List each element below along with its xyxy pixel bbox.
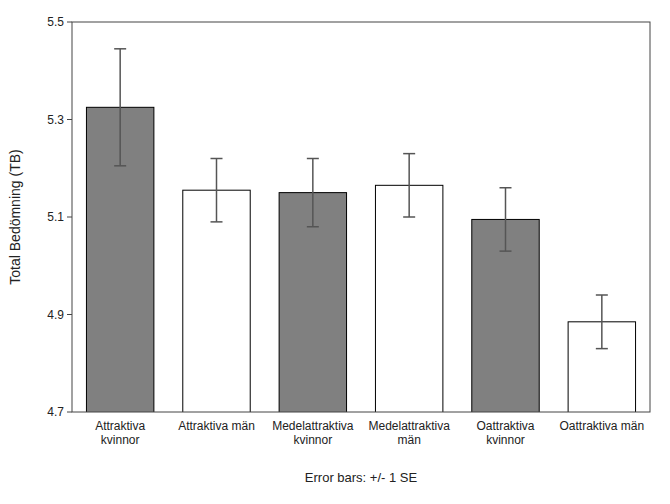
error-line	[505, 188, 507, 251]
x-tick-label-line: kvinnor	[101, 433, 140, 447]
bar	[183, 190, 250, 412]
y-tick-label: 5.1	[47, 210, 64, 224]
error-bar	[307, 159, 319, 227]
y-tick	[67, 314, 72, 315]
x-tick-label-line: Medelattraktiva	[368, 419, 450, 433]
y-tick-label: 4.9	[47, 308, 64, 322]
error-line	[119, 49, 121, 166]
bar	[375, 185, 442, 412]
error-cap	[596, 294, 608, 296]
error-cap	[307, 158, 319, 160]
error-cap	[403, 153, 415, 155]
plot-frame	[72, 22, 650, 412]
error-cap	[500, 187, 512, 189]
error-bar	[211, 159, 223, 222]
x-tick-label: Attraktivakvinnor	[95, 419, 145, 447]
y-tick	[67, 217, 72, 218]
error-bar	[500, 188, 512, 251]
error-cap	[211, 221, 223, 223]
x-axis-label: Error bars: +/- 1 SE	[305, 470, 418, 485]
x-tick-label-line: Oattraktiva män	[559, 419, 644, 433]
error-cap	[114, 48, 126, 50]
x-tick-label: Medelattraktivakvinnor	[272, 419, 354, 447]
plot-area	[86, 49, 635, 412]
error-bar	[596, 295, 608, 349]
y-tick-label: 4.7	[47, 405, 64, 419]
error-line	[408, 154, 410, 217]
x-tick-label-line: Medelattraktiva	[272, 419, 354, 433]
x-tick-label-line: Attraktiva män	[178, 419, 255, 433]
x-tick-label-line: kvinnor	[293, 433, 332, 447]
error-cap	[403, 216, 415, 218]
error-cap	[596, 348, 608, 350]
x-tick-label: Oattraktiva män	[559, 419, 644, 433]
y-tick	[67, 412, 72, 413]
x-tick-label-line: män	[397, 433, 420, 447]
chart: 4.74.95.15.35.5AttraktivakvinnorAttrakti…	[0, 0, 670, 504]
error-cap	[114, 165, 126, 167]
y-tick	[67, 22, 72, 23]
x-tick-label: Oattraktivakvinnor	[476, 419, 534, 447]
y-tick-label: 5.3	[47, 113, 64, 127]
x-tick-label: Medelattraktivamän	[368, 419, 450, 447]
y-tick	[67, 119, 72, 120]
error-cap	[307, 226, 319, 228]
error-cap	[211, 158, 223, 160]
y-axis-label: Total Bedömning (TB)	[7, 149, 23, 284]
error-cap	[500, 250, 512, 252]
error-bar	[114, 49, 126, 166]
x-tick-label-line: kvinnor	[486, 433, 525, 447]
y-tick-label: 5.5	[47, 15, 64, 29]
error-line	[216, 159, 218, 222]
error-bar	[403, 154, 415, 217]
x-tick-label: Attraktiva män	[178, 419, 255, 433]
x-tick-label-line: Oattraktiva	[476, 419, 534, 433]
x-tick-label-line: Attraktiva	[95, 419, 145, 433]
error-line	[312, 159, 314, 227]
chart-container: 4.74.95.15.35.5AttraktivakvinnorAttrakti…	[0, 0, 670, 504]
error-line	[601, 295, 603, 349]
